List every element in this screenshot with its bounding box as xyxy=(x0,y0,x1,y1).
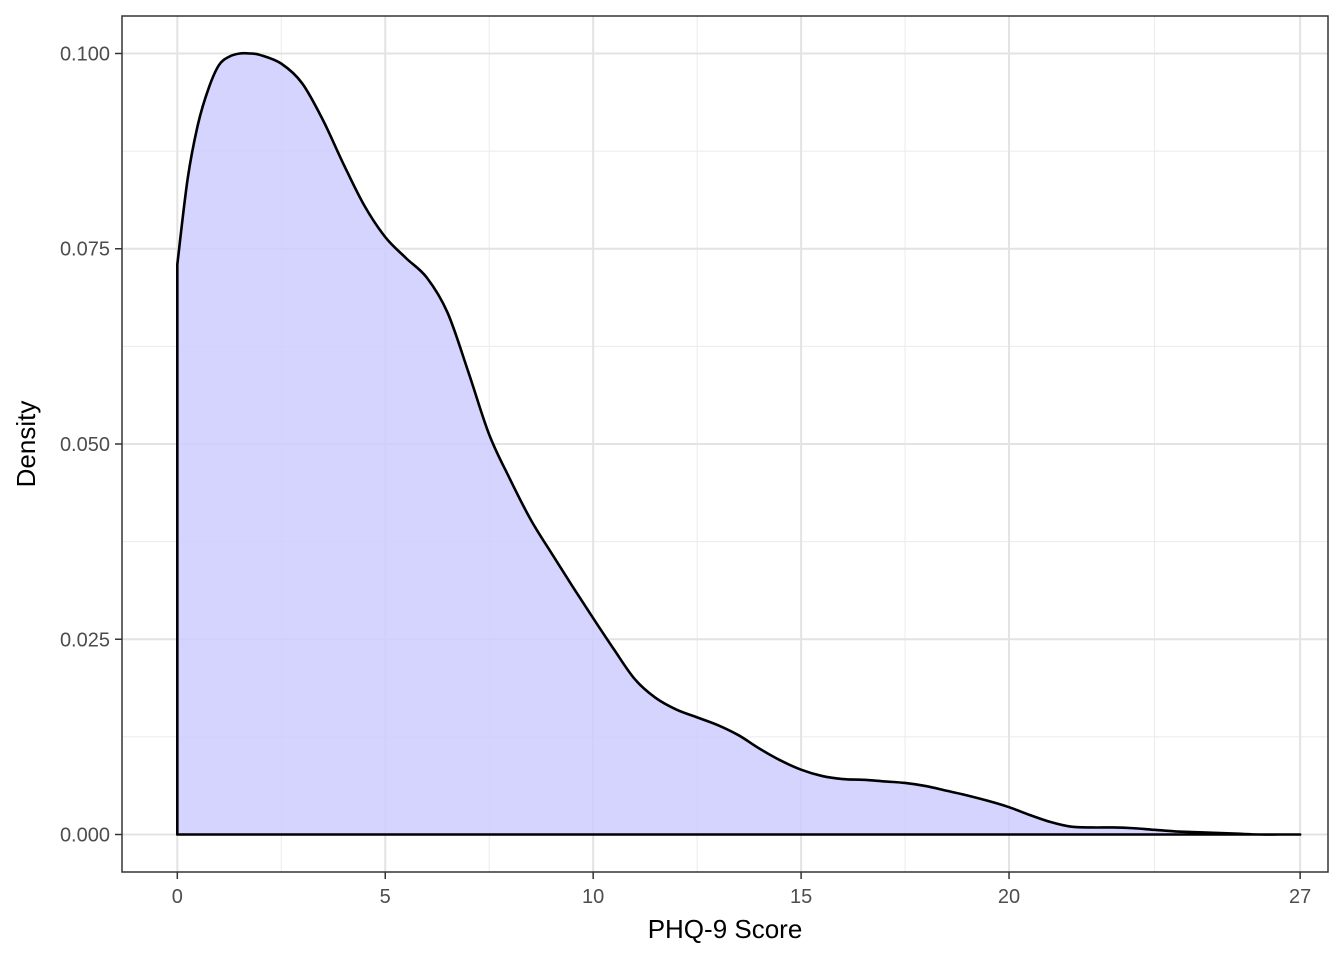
density-area xyxy=(177,53,1301,835)
x-tick-label: 5 xyxy=(380,886,391,908)
y-tick-label: 0.025 xyxy=(60,629,110,651)
y-tick-label: 0.100 xyxy=(60,43,110,65)
x-tick-label: 15 xyxy=(790,886,812,908)
y-tick-label: 0.050 xyxy=(60,434,110,456)
y-tick-label: 0.000 xyxy=(60,825,110,847)
density-line xyxy=(176,51,1302,836)
y-tick-label: 0.075 xyxy=(60,239,110,261)
x-tick-label: 0 xyxy=(172,886,183,908)
x-tick-label: 27 xyxy=(1289,886,1311,908)
x-axis: 0 5 10 15 20 27 xyxy=(172,872,1311,908)
x-axis-title: PHQ-9 Score xyxy=(648,914,803,944)
y-axis: 0.000 0.025 0.050 0.075 0.100 xyxy=(60,43,122,847)
y-axis-title: Density xyxy=(11,401,41,488)
x-tick-label: 20 xyxy=(998,886,1020,908)
x-tick-label: 10 xyxy=(582,886,604,908)
